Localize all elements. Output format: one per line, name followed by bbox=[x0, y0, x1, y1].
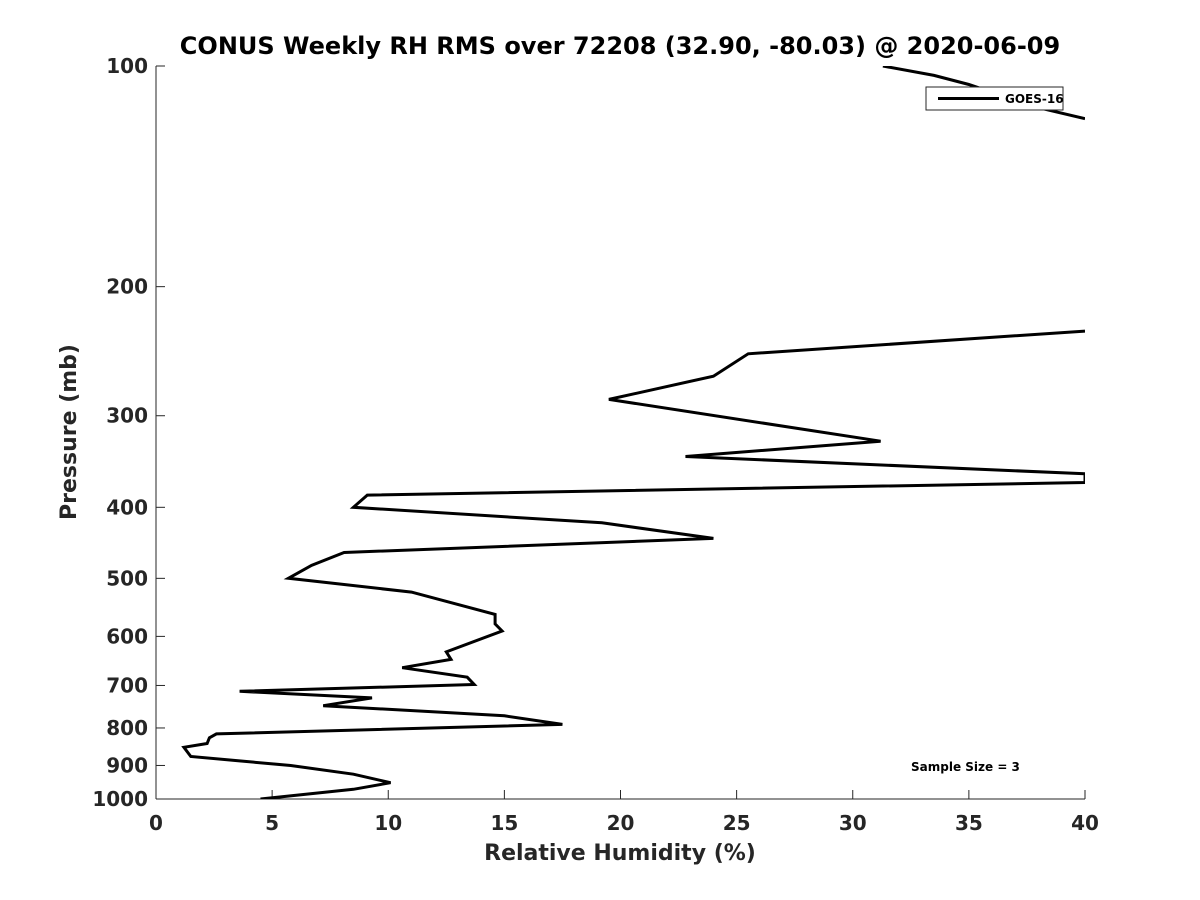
x-axis-label: Relative Humidity (%) bbox=[484, 841, 756, 866]
chart-title: CONUS Weekly RH RMS over 72208 (32.90, -… bbox=[180, 32, 1060, 60]
y-tick-label: 600 bbox=[106, 624, 148, 648]
y-tick-label: 200 bbox=[106, 275, 148, 299]
series-line-0 bbox=[181, 329, 1085, 799]
y-tick-label: 1000 bbox=[92, 787, 148, 811]
y-tick-label: 700 bbox=[106, 673, 148, 697]
y-tick-label: 100 bbox=[106, 54, 148, 78]
legend: GOES-16 bbox=[925, 86, 1064, 111]
legend-label: GOES-16 bbox=[1005, 92, 1064, 106]
y-tick-label: 900 bbox=[106, 753, 148, 777]
x-tick-label: 20 bbox=[607, 811, 635, 835]
series-layer bbox=[181, 66, 1085, 799]
x-tick-label: 15 bbox=[490, 811, 518, 835]
x-tick-label: 30 bbox=[839, 811, 867, 835]
y-tick-label: 500 bbox=[106, 566, 148, 590]
x-axis-ticks: 0 5 10 15 20 25 30 35 40 bbox=[149, 790, 1099, 835]
sample-size-annotation: Sample Size = 3 bbox=[911, 760, 1020, 774]
y-tick-label: 300 bbox=[106, 404, 148, 428]
y-axis-ticks: 100 200 300 400 500 600 700 800 900 1000 bbox=[92, 54, 165, 811]
x-tick-label: 5 bbox=[265, 811, 279, 835]
x-tick-label: 0 bbox=[149, 811, 163, 835]
x-tick-label: 35 bbox=[955, 811, 983, 835]
x-tick-label: 10 bbox=[374, 811, 402, 835]
y-axis-label: Pressure (mb) bbox=[57, 344, 82, 520]
x-tick-label: 40 bbox=[1071, 811, 1099, 835]
y-tick-label: 400 bbox=[106, 495, 148, 519]
x-tick-label: 25 bbox=[723, 811, 751, 835]
y-tick-label: 800 bbox=[106, 716, 148, 740]
